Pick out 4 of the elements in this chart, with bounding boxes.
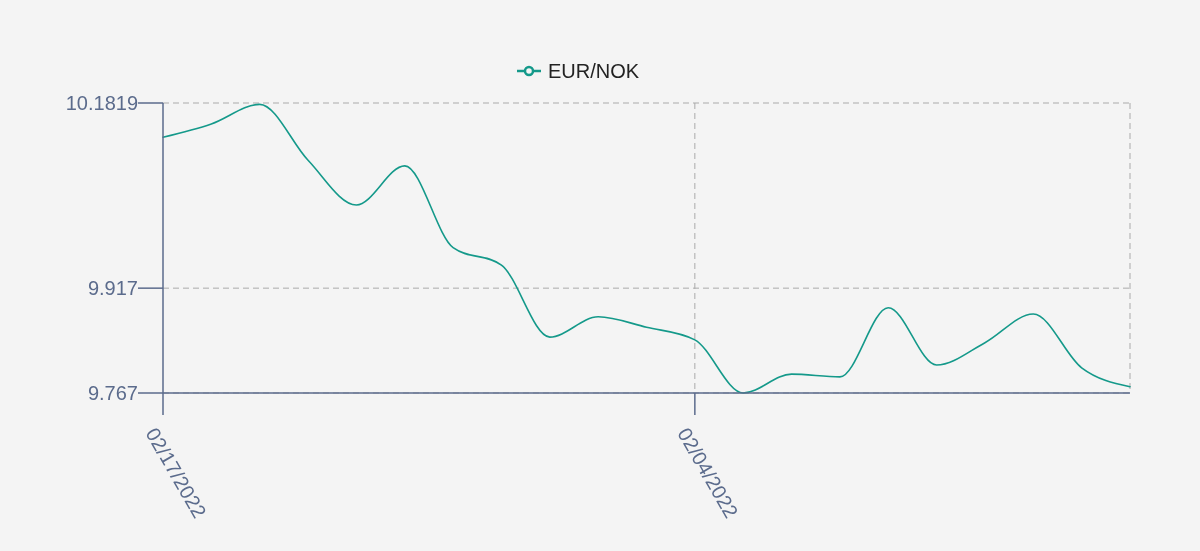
y-tick-label: 10.1819 <box>65 92 138 114</box>
legend-label: EUR/NOK <box>548 60 640 82</box>
y-tick-label: 9.767 <box>87 382 138 404</box>
y-tick-label: 9.917 <box>87 277 138 300</box>
